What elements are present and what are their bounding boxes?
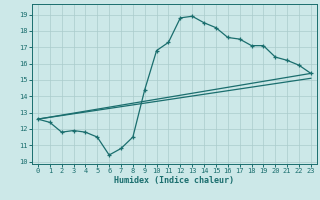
X-axis label: Humidex (Indice chaleur): Humidex (Indice chaleur) bbox=[115, 176, 234, 185]
